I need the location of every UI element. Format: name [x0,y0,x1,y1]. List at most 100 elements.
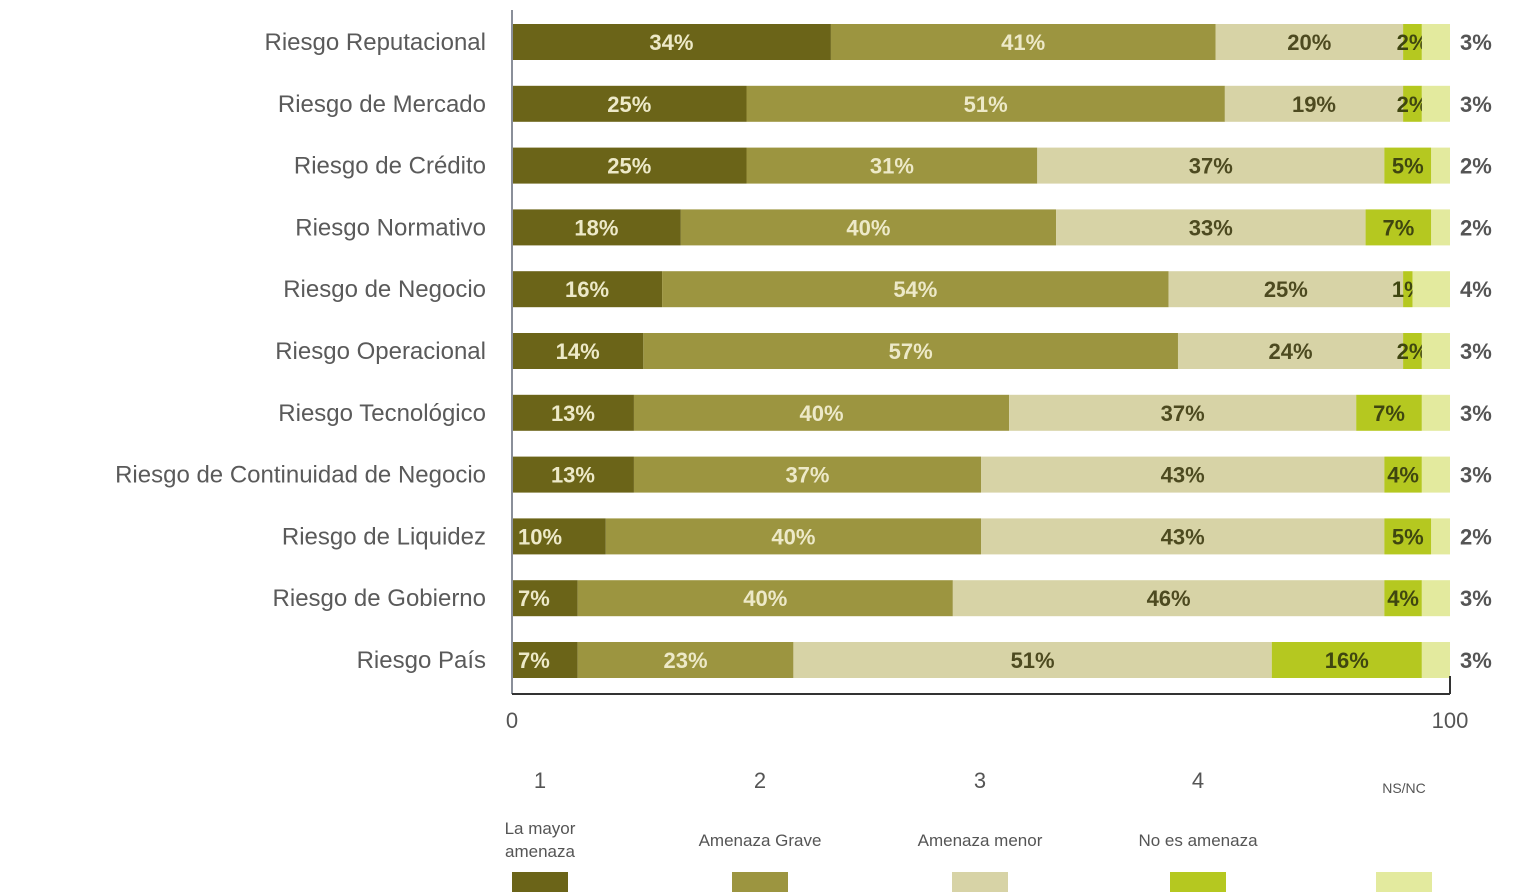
bar-segment-nsnc [1421,456,1450,493]
x-tick-label: 0 [506,708,518,733]
data-label: 37% [1161,401,1205,426]
legend: 1 La mayor amenaza 2 Amenaza Grave 3 Amenaza m… [505,768,1432,892]
data-label: 3% [1460,92,1492,117]
data-label: 13% [551,463,595,488]
data-label: 41% [1001,30,1045,55]
bar-segment-2 [633,394,1010,431]
category-label: Riesgo Tecnológico [278,400,486,427]
data-label: 43% [1161,463,1205,488]
category-label: Riesgo de Liquidez [282,523,486,550]
data-label: 25% [607,154,651,179]
data-label: 7% [1383,215,1415,240]
legend-swatch [1170,872,1226,892]
legend-item: 1 La mayor amenaza [505,768,576,892]
data-label: 3% [1460,648,1492,673]
data-label: 33% [1189,215,1233,240]
data-label: 18% [574,215,618,240]
data-label: 3% [1460,401,1492,426]
bar-row: Riesgo Reputacional 34% 41% 20% 2% 3% [265,24,1492,60]
data-label: 19% [1292,92,1336,117]
legend-number: 4 [1192,768,1204,793]
bar-segment-4 [1403,271,1413,308]
bar-segment-1 [512,271,663,308]
bar-segment-3 [1056,209,1366,246]
legend-number: 1 [534,768,546,793]
bar-segment-4 [1384,147,1432,184]
bar-segment-3 [1224,85,1404,122]
legend-swatch [952,872,1008,892]
legend-item: NS/NC [1376,780,1432,892]
category-label: Riesgo Normativo [295,214,486,241]
bar-row: Riesgo Normativo 18% 40% 33% 7% 2% [295,209,1492,246]
legend-number: 2 [754,768,766,793]
legend-item: 3 Amenaza menor [918,768,1043,892]
data-label: 34% [649,30,693,55]
data-label: 5% [1392,154,1424,179]
bar-segment-1 [512,147,747,184]
data-label: 43% [1161,524,1205,549]
bar-segment-4 [1384,518,1432,555]
bar-segment-nsnc [1421,394,1450,431]
data-label: 2% [1460,524,1492,549]
bar-segment-nsnc [1431,518,1450,555]
data-label: 25% [607,92,651,117]
legend-number: 3 [974,768,986,793]
data-label: 7% [518,586,550,611]
x-tick-label: 100 [1432,708,1469,733]
bar-row: Riesgo de Gobierno 7% 40% 46% 4% 3% [273,580,1492,617]
legend-label: Amenaza menor [918,831,1043,850]
bar-segment-4 [1271,642,1422,678]
legend-swatch [732,872,788,892]
data-label: 51% [1011,648,1055,673]
category-label: Riesgo Reputacional [265,29,486,56]
data-label: 54% [893,277,937,302]
bar-segment-2 [830,24,1216,60]
bar-segment-nsnc [1421,24,1450,60]
bar-segment-nsnc [1421,642,1450,678]
legend-label: Amenaza Grave [699,831,822,850]
data-label: 2% [1460,154,1492,179]
bar-row: Riesgo País 7% 23% 51% 16% 3% [357,642,1492,678]
category-label: Riesgo de Continuidad de Negocio [115,462,486,489]
bar-segment-2 [662,271,1169,308]
bar-segment-3 [1215,24,1404,60]
legend-number: NS/NC [1382,780,1426,796]
data-label: 24% [1269,339,1313,364]
bars-layer: Riesgo Reputacional 34% 41% 20% 2% 3%Riesgo d… [115,24,1492,678]
data-label: 25% [1264,277,1308,302]
bar-segment-1 [512,580,578,617]
data-label: 31% [870,154,914,179]
bar-segment-2 [577,580,953,617]
bar-segment-nsnc [1421,333,1450,369]
data-label: 2% [1460,215,1492,240]
axis-layer: 0 100 [506,10,1468,733]
bar-segment-3 [1177,333,1404,369]
category-label: Riesgo de Crédito [294,153,486,180]
bar-segment-4 [1403,85,1422,122]
bar-row: Riesgo de Negocio 16% 54% 25% 1% 4% [283,271,1492,308]
bar-segment-2 [746,85,1225,122]
bar-row: Riesgo Tecnológico 13% 40% 37% 7% 3% [278,394,1492,431]
bar-segment-1 [512,394,634,431]
bar-row: Riesgo de Continuidad de Negocio 13% 37% 43… [115,456,1492,493]
data-label: 7% [518,648,550,673]
bar-segment-2 [746,147,1038,184]
bar-segment-3 [1037,147,1385,184]
data-label: 4% [1387,586,1419,611]
bar-segment-1 [512,85,747,122]
bar-row: Riesgo Operacional 14% 57% 24% 2% 3% [275,333,1492,369]
data-label: 5% [1392,524,1424,549]
data-label: 7% [1373,401,1405,426]
legend-swatch [1376,872,1432,892]
bar-segment-4 [1403,24,1422,60]
data-label: 14% [556,339,600,364]
data-label: 40% [800,401,844,426]
legend-label: No es amenaza [1138,831,1258,850]
bar-segment-4 [1384,456,1422,493]
data-label: 4% [1387,463,1419,488]
data-label: 23% [664,648,708,673]
bar-segment-2 [633,456,981,493]
legend-item: 2 Amenaza Grave [699,768,822,892]
data-label: 46% [1147,586,1191,611]
